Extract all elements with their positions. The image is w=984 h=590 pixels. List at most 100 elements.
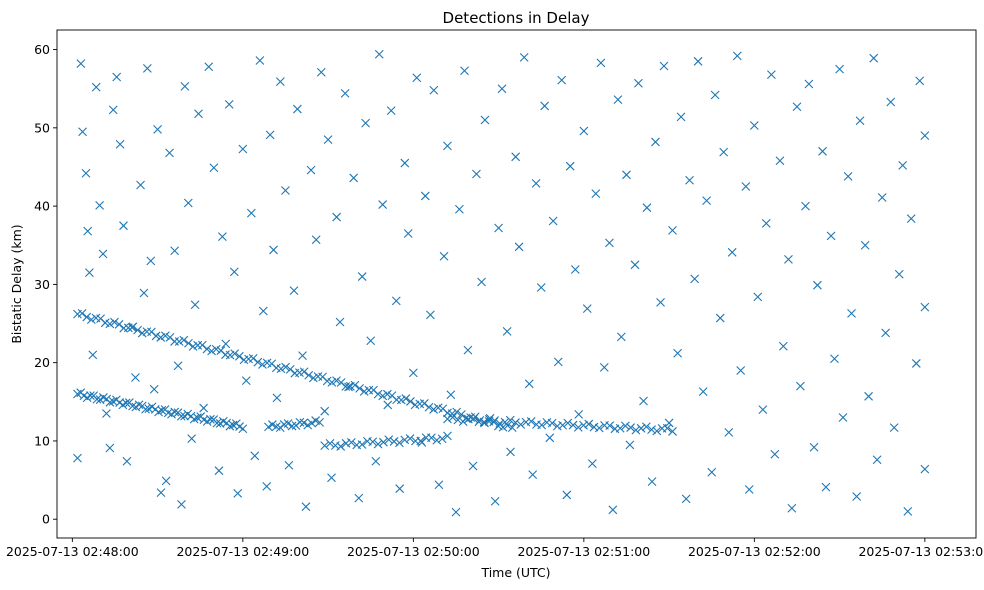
data-point — [451, 507, 461, 517]
data-point — [105, 397, 115, 407]
data-point — [77, 309, 87, 318]
data-point — [134, 400, 144, 410]
data-point — [156, 333, 166, 342]
data-point — [443, 141, 452, 151]
data-point — [615, 423, 625, 433]
data-point — [458, 417, 468, 426]
data-point — [373, 439, 383, 449]
data-point — [565, 161, 575, 171]
data-point — [500, 417, 510, 427]
data-point — [591, 189, 601, 198]
data-point — [173, 361, 183, 371]
data-point — [156, 488, 166, 497]
data-point — [95, 200, 105, 210]
data-point — [86, 315, 96, 324]
data-point — [82, 312, 92, 322]
data-point — [920, 464, 930, 474]
data-point — [758, 405, 768, 415]
data-point — [420, 191, 430, 201]
data-point — [153, 125, 162, 134]
data-point — [446, 390, 456, 400]
data-point — [217, 232, 227, 242]
data-point — [889, 423, 899, 433]
data-point — [209, 163, 219, 173]
data-point — [594, 423, 604, 433]
x-tick-label: 2025-07-13 02:50:00 — [347, 544, 480, 559]
data-point — [437, 434, 447, 444]
data-point — [238, 144, 248, 154]
data-point — [753, 292, 763, 302]
data-point — [537, 420, 547, 430]
data-point — [647, 425, 656, 434]
data-point — [275, 423, 285, 432]
data-point — [744, 485, 754, 494]
data-point — [325, 438, 335, 448]
data-point — [432, 435, 442, 445]
data-point — [207, 346, 216, 356]
data-point — [860, 240, 870, 250]
data-point — [160, 331, 170, 341]
data-point — [497, 84, 507, 94]
data-point — [710, 90, 720, 100]
data-point — [804, 79, 814, 89]
data-point — [379, 437, 388, 447]
data-point — [869, 53, 879, 63]
data-point — [299, 367, 309, 377]
data-point — [146, 256, 156, 266]
data-point — [479, 417, 489, 427]
data-point — [281, 362, 290, 372]
data-point — [767, 70, 776, 80]
data-point — [886, 97, 896, 107]
data-point — [229, 267, 239, 277]
data-point — [651, 137, 660, 147]
data-point — [238, 424, 248, 434]
data-point — [477, 277, 486, 287]
data-point — [234, 351, 244, 361]
data-point — [301, 502, 311, 512]
data-point — [105, 443, 115, 453]
data-point — [526, 416, 536, 426]
y-tick-label: 30 — [34, 277, 50, 292]
data-point — [641, 422, 651, 432]
data-point — [391, 296, 401, 306]
data-point — [490, 416, 499, 425]
data-point — [170, 246, 180, 256]
x-tick-label: 2025-07-13 02:52:00 — [688, 544, 821, 559]
data-point — [298, 351, 307, 361]
data-point — [320, 441, 330, 451]
data-point — [293, 104, 302, 114]
data-point — [384, 435, 394, 444]
data-point — [463, 345, 473, 355]
data-point — [233, 488, 243, 498]
data-point — [511, 152, 521, 162]
data-point — [698, 387, 708, 397]
data-point — [818, 146, 827, 156]
data-point — [287, 421, 297, 431]
data-point — [516, 420, 526, 429]
data-point — [285, 365, 295, 374]
data-point — [636, 423, 646, 433]
data-point — [157, 405, 167, 415]
data-point — [193, 413, 202, 423]
data-point — [408, 368, 418, 378]
data-point — [536, 283, 546, 292]
data-point — [761, 218, 771, 228]
data-point — [386, 106, 396, 116]
data-point — [652, 426, 662, 436]
data-point — [673, 348, 683, 358]
data-point — [596, 58, 606, 68]
data-points — [73, 49, 930, 517]
data-point — [605, 421, 615, 431]
data-point — [73, 453, 82, 463]
data-point — [579, 420, 588, 430]
y-axis-ticks: 0 10 20 30 40 50 60 — [34, 42, 57, 527]
data-point — [187, 434, 197, 443]
data-point — [864, 391, 873, 401]
data-point — [514, 242, 524, 252]
data-point — [584, 419, 594, 429]
data-point — [719, 147, 729, 157]
data-point — [626, 423, 636, 432]
x-tick-label: 2025-07-13 02:53:00 — [858, 544, 984, 559]
chart-title: Detections in Delay — [443, 9, 590, 27]
data-point — [225, 421, 235, 431]
